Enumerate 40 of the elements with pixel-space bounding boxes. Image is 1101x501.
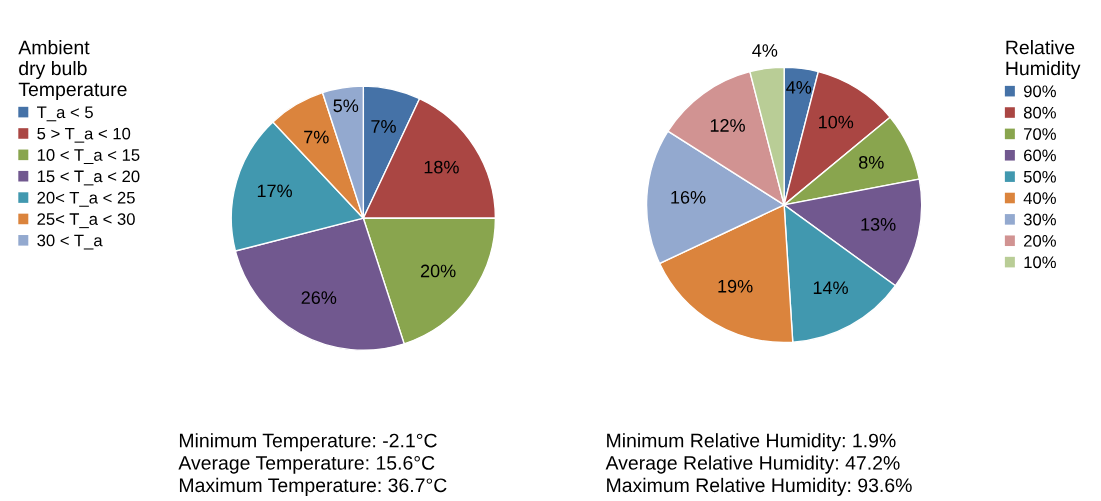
legend-label: 20% [1024,234,1056,247]
text: Minimum Relative Humidity: 1.9% [607,433,896,452]
data-label: 10% [819,115,854,129]
data-label: 26% [301,291,337,305]
data-label: 17% [257,184,292,198]
legend-title: Relative Humidity [1006,40,1081,80]
legend-title: Ambient dry bulb Temperature [18,40,127,101]
legend-label: T_a < 5 [37,106,93,122]
legend-label: 30 < T_a [37,234,103,250]
data-label: 13% [861,217,896,231]
legend-label: 70% [1024,128,1056,140]
legend-label: 60% [1024,149,1056,162]
legend-label: 15 < T_a < 20 [37,170,140,186]
legend-label: 50% [1023,170,1056,183]
legend-label: 80% [1023,106,1056,119]
data-label: 19% [718,279,753,293]
data-label: 4% [786,81,812,94]
data-label: 20% [420,264,456,278]
data-label: 16% [671,190,706,204]
legend-label: 5 > T_a < 10 [37,127,131,143]
data-label: 7% [304,130,329,144]
legend-label: 40% [1023,192,1056,205]
data-label: 12% [710,119,745,132]
legend-label: 30% [1023,213,1056,226]
text: Maximum Relative Humidity: 93.6% [607,477,912,496]
data-label: 4% [752,44,778,57]
data-label: 8% [859,155,884,169]
legend-label: 90% [1023,85,1056,98]
text: Maximum Temperature: 36.7°C [179,477,447,496]
text: Average Relative Humidity: 47.2% [605,455,900,474]
legend-label: 10% [1024,256,1056,269]
legend-label: 25< T_a < 30 [37,213,135,229]
legend-label: 10 < T_a < 15 [37,149,140,165]
text: Minimum Temperature: -2.1°C [179,433,437,452]
text: Average Temperature: 15.6°C [178,456,435,474]
legend-label: 20< T_a < 25 [37,191,135,207]
data-label: 18% [424,160,459,174]
data-label: 5% [333,99,359,113]
data-label: 14% [813,281,848,295]
data-label: 7% [371,120,396,133]
